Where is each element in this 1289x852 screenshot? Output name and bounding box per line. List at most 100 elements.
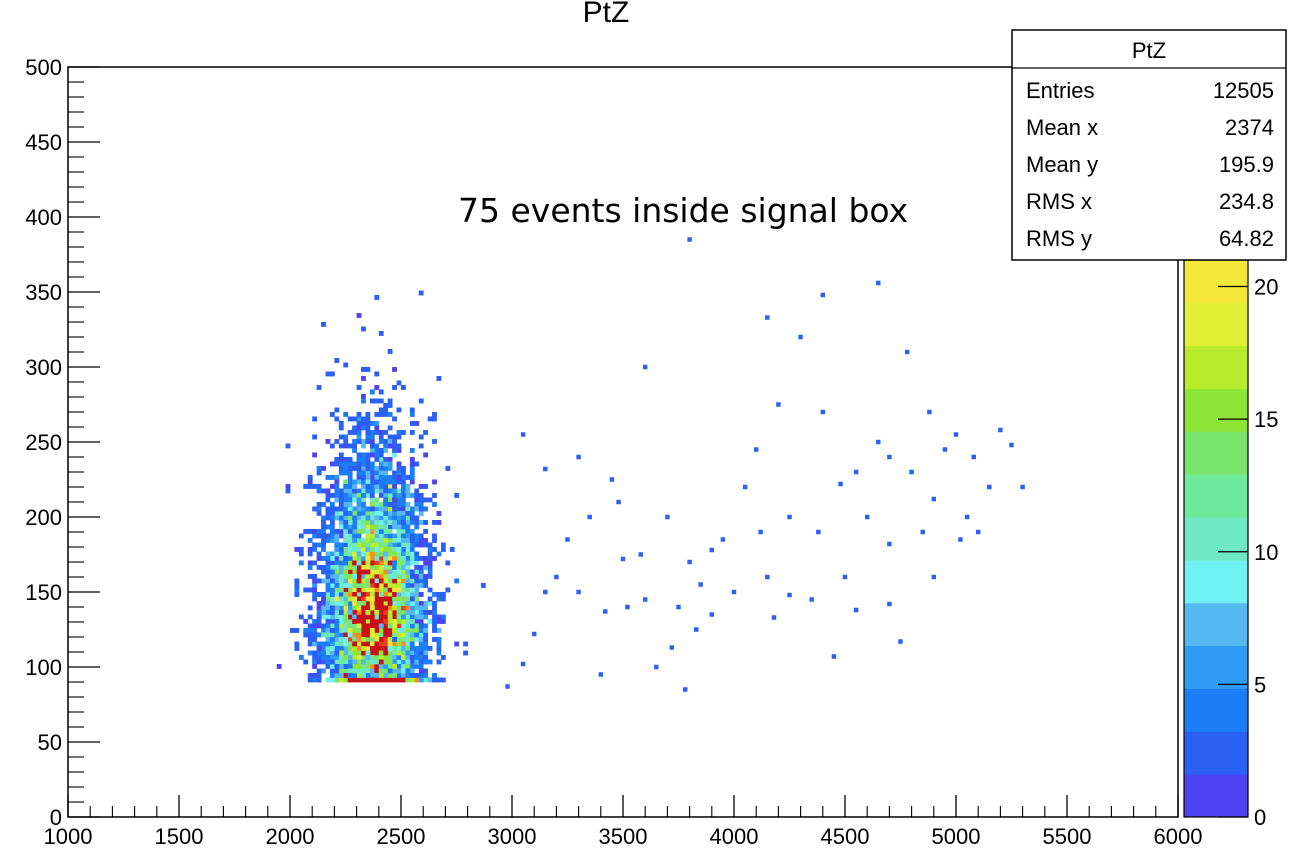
- heatmap-cell: [432, 677, 437, 683]
- heatmap-cell: [432, 614, 437, 620]
- heatmap-cell: [356, 529, 362, 534]
- heatmap-cell: [369, 538, 375, 543]
- heatmap-cell: [347, 578, 353, 584]
- heatmap-cell: [334, 457, 340, 462]
- heatmap-cell: [409, 664, 415, 669]
- heatmap-cell: [387, 614, 393, 620]
- heatmap-cell: [365, 565, 371, 570]
- heatmap-cell: [338, 646, 344, 651]
- heatmap-cell: [953, 432, 959, 437]
- heatmap-cell: [423, 452, 429, 458]
- heatmap-cell: [347, 610, 353, 615]
- heatmap-cell: [396, 448, 402, 453]
- heatmap-cell: [374, 610, 380, 615]
- heatmap-cell: [361, 470, 366, 476]
- heatmap-cell: [387, 398, 393, 404]
- heatmap-cell: [356, 610, 362, 615]
- heatmap-cell: [383, 430, 389, 435]
- heatmap-cell: [361, 641, 366, 647]
- heatmap-cell: [343, 443, 349, 449]
- heatmap-cell: [436, 614, 442, 620]
- heatmap-cell: [316, 470, 322, 476]
- heatmap-cell: [312, 623, 318, 629]
- heatmap-cell: [396, 632, 402, 638]
- heatmap-cell: [383, 578, 389, 584]
- heatmap-cell: [316, 650, 322, 656]
- heatmap-cell: [352, 416, 357, 422]
- heatmap-cell: [396, 529, 402, 534]
- heatmap-cell: [347, 493, 353, 498]
- heatmap-cell: [401, 592, 406, 597]
- heatmap-cell: [405, 650, 411, 656]
- heatmap-cell: [427, 596, 433, 602]
- heatmap-cell: [931, 496, 937, 502]
- heatmap-cell: [383, 475, 389, 480]
- heatmap-cell: [423, 646, 429, 651]
- heatmap-cell: [356, 569, 362, 575]
- heatmap-cell: [361, 583, 366, 588]
- heatmap-cell: [338, 641, 344, 647]
- heatmap-cell: [334, 668, 340, 674]
- heatmap-cell: [316, 565, 322, 570]
- heatmap-cell: [409, 506, 415, 512]
- heatmap-cell: [436, 551, 442, 557]
- heatmap-cell: [343, 457, 349, 462]
- heatmap-cell: [369, 592, 375, 597]
- heatmap-cell: [378, 461, 384, 467]
- heatmap-cell: [338, 511, 344, 516]
- heatmap-cell: [396, 493, 402, 498]
- heatmap-cell: [383, 520, 389, 525]
- heatmap-cell: [369, 587, 375, 593]
- heatmap-cell: [352, 664, 357, 669]
- heatmap-cell: [369, 484, 375, 489]
- heatmap-cell: [405, 587, 411, 593]
- heatmap-cell: [352, 628, 357, 633]
- heatmap-cell: [392, 569, 397, 575]
- heatmap-cell: [321, 659, 326, 665]
- heatmap-cell: [383, 659, 389, 665]
- heatmap-cell: [409, 556, 415, 561]
- heatmap-cell: [787, 592, 792, 598]
- heatmap-cell: [414, 646, 420, 651]
- heatmap-cell: [387, 439, 393, 444]
- heatmap-cell: [369, 632, 375, 638]
- heatmap-cell: [369, 443, 375, 449]
- heatmap-cell: [387, 655, 393, 660]
- heatmap-cell: [742, 484, 748, 490]
- heatmap-cell: [383, 664, 389, 669]
- heatmap-cell: [374, 641, 380, 647]
- color-scale-band: [1184, 302, 1248, 347]
- heatmap-cell: [329, 556, 335, 561]
- heatmap-cell: [334, 628, 340, 633]
- heatmap-cell: [316, 619, 322, 624]
- heatmap-cell: [361, 542, 366, 548]
- heatmap-cell: [312, 547, 318, 552]
- heatmap-cell: [298, 551, 304, 557]
- heatmap-cell: [352, 605, 357, 611]
- heatmap-cell: [316, 610, 322, 615]
- heatmap-cell: [409, 601, 415, 606]
- heatmap-cell: [352, 668, 357, 674]
- heatmap-cell: [387, 538, 393, 543]
- heatmap-cell: [338, 623, 344, 629]
- heatmap-cell: [325, 371, 331, 377]
- heatmap-cell: [365, 632, 371, 638]
- heatmap-cell: [374, 371, 380, 377]
- heatmap-cell: [409, 610, 415, 615]
- heatmap-cell: [378, 578, 384, 584]
- heatmap-cell: [347, 461, 353, 467]
- heatmap-cell: [329, 484, 335, 489]
- heatmap-cell: [587, 514, 592, 520]
- heatmap-cell: [325, 569, 331, 575]
- heatmap-cell: [343, 533, 349, 539]
- heatmap-cell: [338, 488, 344, 494]
- y-tick-label: 0: [50, 805, 62, 830]
- heatmap-cell: [418, 632, 424, 638]
- heatmap-cell: [432, 610, 437, 615]
- heatmap-cell: [409, 596, 415, 602]
- heatmap-cell: [338, 560, 344, 566]
- heatmap-cell: [325, 587, 331, 593]
- heatmap-cell: [307, 565, 313, 570]
- heatmap-cell: [405, 560, 411, 566]
- y-tick-label: 350: [25, 280, 62, 305]
